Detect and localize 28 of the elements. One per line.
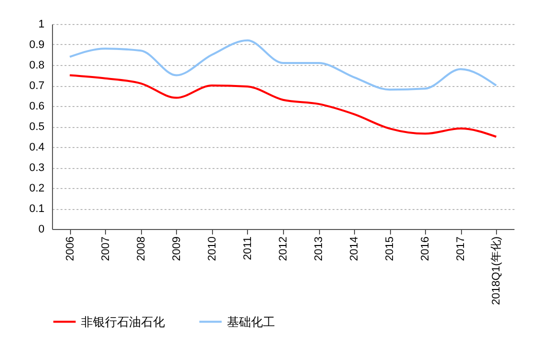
y-tick-label: 0.1 (29, 203, 44, 215)
y-tick-label: 0.5 (29, 121, 44, 133)
x-tick-label: 2018Q1(年化) (490, 236, 503, 305)
y-tick-label: 0.8 (29, 60, 44, 72)
x-tick-label: 2012 (278, 236, 290, 261)
x-tick-label: 2009 (170, 236, 183, 261)
x-tick-label: 2016 (420, 236, 432, 261)
y-tick-label: 1 (38, 18, 44, 30)
legend-label: 基础化工 (227, 314, 275, 329)
y-tick-label: 0.7 (29, 80, 44, 92)
legend-label: 非银行石油石化 (81, 314, 165, 329)
y-tick-label: 0.3 (29, 162, 44, 174)
x-tick-label: 2007 (100, 236, 112, 261)
y-tick-label: 0.9 (29, 39, 44, 51)
x-tick-label: 2006 (64, 236, 76, 261)
x-tick-label: 2008 (135, 236, 148, 261)
x-tick-label: 2013 (313, 236, 326, 261)
y-tick-label: 0.6 (29, 100, 44, 112)
y-tick-label: 0.4 (29, 142, 44, 154)
x-tick-label: 2017 (455, 236, 468, 261)
x-tick-label: 2010 (206, 236, 218, 261)
y-tick-label: 0.2 (29, 182, 44, 194)
x-tick-label: 2011 (242, 236, 254, 260)
y-tick-label: 0 (38, 224, 44, 236)
line-series (68, 74, 498, 138)
line-series (68, 39, 498, 91)
x-tick-label: 2014 (348, 236, 361, 261)
x-tick-label: 2015 (384, 236, 396, 261)
